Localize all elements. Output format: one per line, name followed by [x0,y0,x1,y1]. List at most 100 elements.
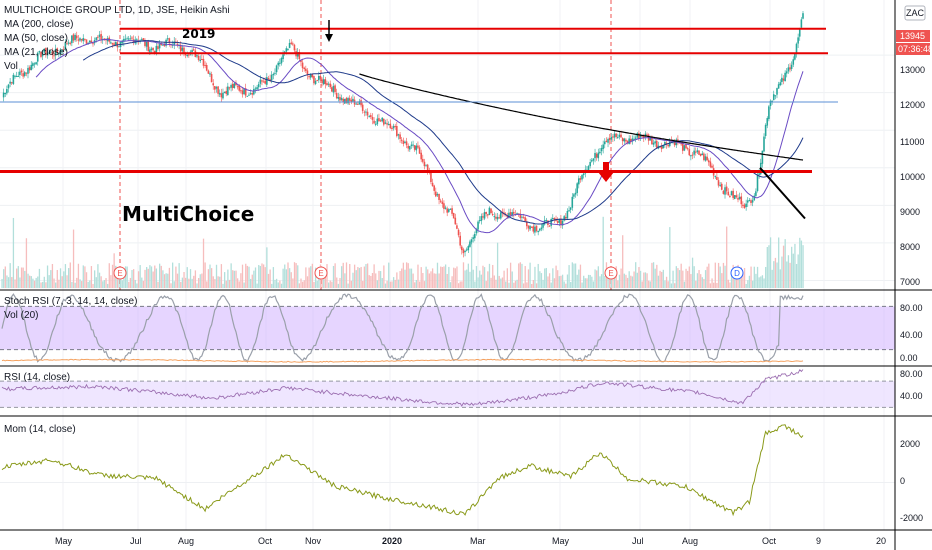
candle-body [230,85,232,88]
candle-body [474,233,476,239]
rsi-tick: 80.00 [900,369,923,379]
volume-bar [388,262,390,288]
candle-body [685,144,687,149]
volume-bar [202,238,205,288]
candle-body [642,135,645,138]
candle-body [439,200,442,202]
candle-body [436,193,439,196]
candle-body [522,217,525,219]
candle-body [217,86,219,94]
volume-bar [394,279,396,288]
candle-body [631,138,634,142]
candle-body [735,195,738,198]
candle-body [227,86,229,95]
volume-bar [799,237,801,288]
legend-ma21[interactable]: MA (21, close) [4,47,68,58]
volume-bar [594,269,596,288]
volume-bar [150,266,153,288]
candle-body [701,153,704,155]
candle-body [802,13,804,19]
volume-bar [222,283,224,288]
volume-bar [579,264,582,288]
volume-bar [14,279,16,288]
volume-bar [571,262,573,288]
candle-body [142,38,145,41]
volume-bar [557,270,559,288]
candle-body [618,134,621,137]
mom-tick: 2000 [900,439,920,449]
price-axis[interactable]: 13000 12000 11000 10000 9000 8000 7000 1… [896,30,932,287]
volume-bar [548,273,551,288]
volume-bar [550,282,552,288]
volume-bar [50,270,52,288]
volume-bar [32,278,34,288]
volume-bar [742,272,744,288]
candle-body [607,139,609,143]
volume-bar [199,274,201,288]
volume-bar [716,282,718,288]
volume-bar [505,281,507,288]
volume-bar [401,268,403,288]
volume-bar [459,281,461,288]
legend-ma50[interactable]: MA (50, close) [4,33,68,44]
volume-bar [717,262,720,288]
candle-body [378,118,380,122]
candle-body [157,46,159,50]
candle-body [309,74,312,78]
volume-bar [773,261,775,288]
volume-bar [358,267,361,288]
candle-body [321,79,323,84]
candle-body [797,37,799,44]
legend-ma200[interactable]: MA (200, close) [4,19,73,30]
volume-bar [600,274,603,288]
volume-bar [639,270,642,288]
volume-bar [9,263,11,288]
candle-body [629,138,632,143]
volume-bar [766,247,768,288]
volume-bar [133,269,135,288]
volume-bar [327,282,330,288]
candle-body [71,35,73,44]
candle-body [605,140,608,142]
candle-body [550,218,552,226]
candle-body [725,186,728,192]
candle-body [740,196,743,205]
candle-body [301,62,304,69]
candle-body [781,77,783,83]
legend-stoch-rsi[interactable]: Stoch RSI (7, 3, 14, 14, close) [4,296,137,307]
candle-body [153,50,156,54]
volume-bar [357,266,359,288]
volume-bar [331,281,333,288]
candle-body [72,34,75,41]
volume-bar [4,266,6,288]
volume-bar [261,263,263,288]
volume-bar [534,266,536,288]
volume-bar [633,271,635,288]
legend-mom[interactable]: Mom (14, close) [4,424,76,435]
volume-bar [617,280,619,288]
volume-bar [787,255,790,288]
candle-body [573,194,575,197]
candle-body [571,196,574,208]
currency-badge[interactable] [904,5,926,21]
candle-body [253,88,255,95]
candle-body [649,137,652,141]
candle-body [641,135,643,137]
volume-bar [472,269,474,288]
volume-bar [547,276,549,288]
legend-vol20[interactable]: Vol (20) [4,310,38,321]
volume-bar [251,274,253,288]
volume-bar [124,266,127,288]
time-axis[interactable]: May Jul Aug Oct Nov 2020 Mar May Jul Aug… [55,536,886,546]
volume-bar [120,274,122,288]
candle-body [311,74,314,78]
legend-rsi[interactable]: RSI (14, close) [4,372,70,383]
volume-bar [46,265,49,288]
ma200-line [359,73,804,161]
time-tick: Jul [130,536,142,546]
legend-vol[interactable]: Vol [4,61,18,72]
volume-bar [516,279,518,288]
volume-bar [334,263,336,288]
